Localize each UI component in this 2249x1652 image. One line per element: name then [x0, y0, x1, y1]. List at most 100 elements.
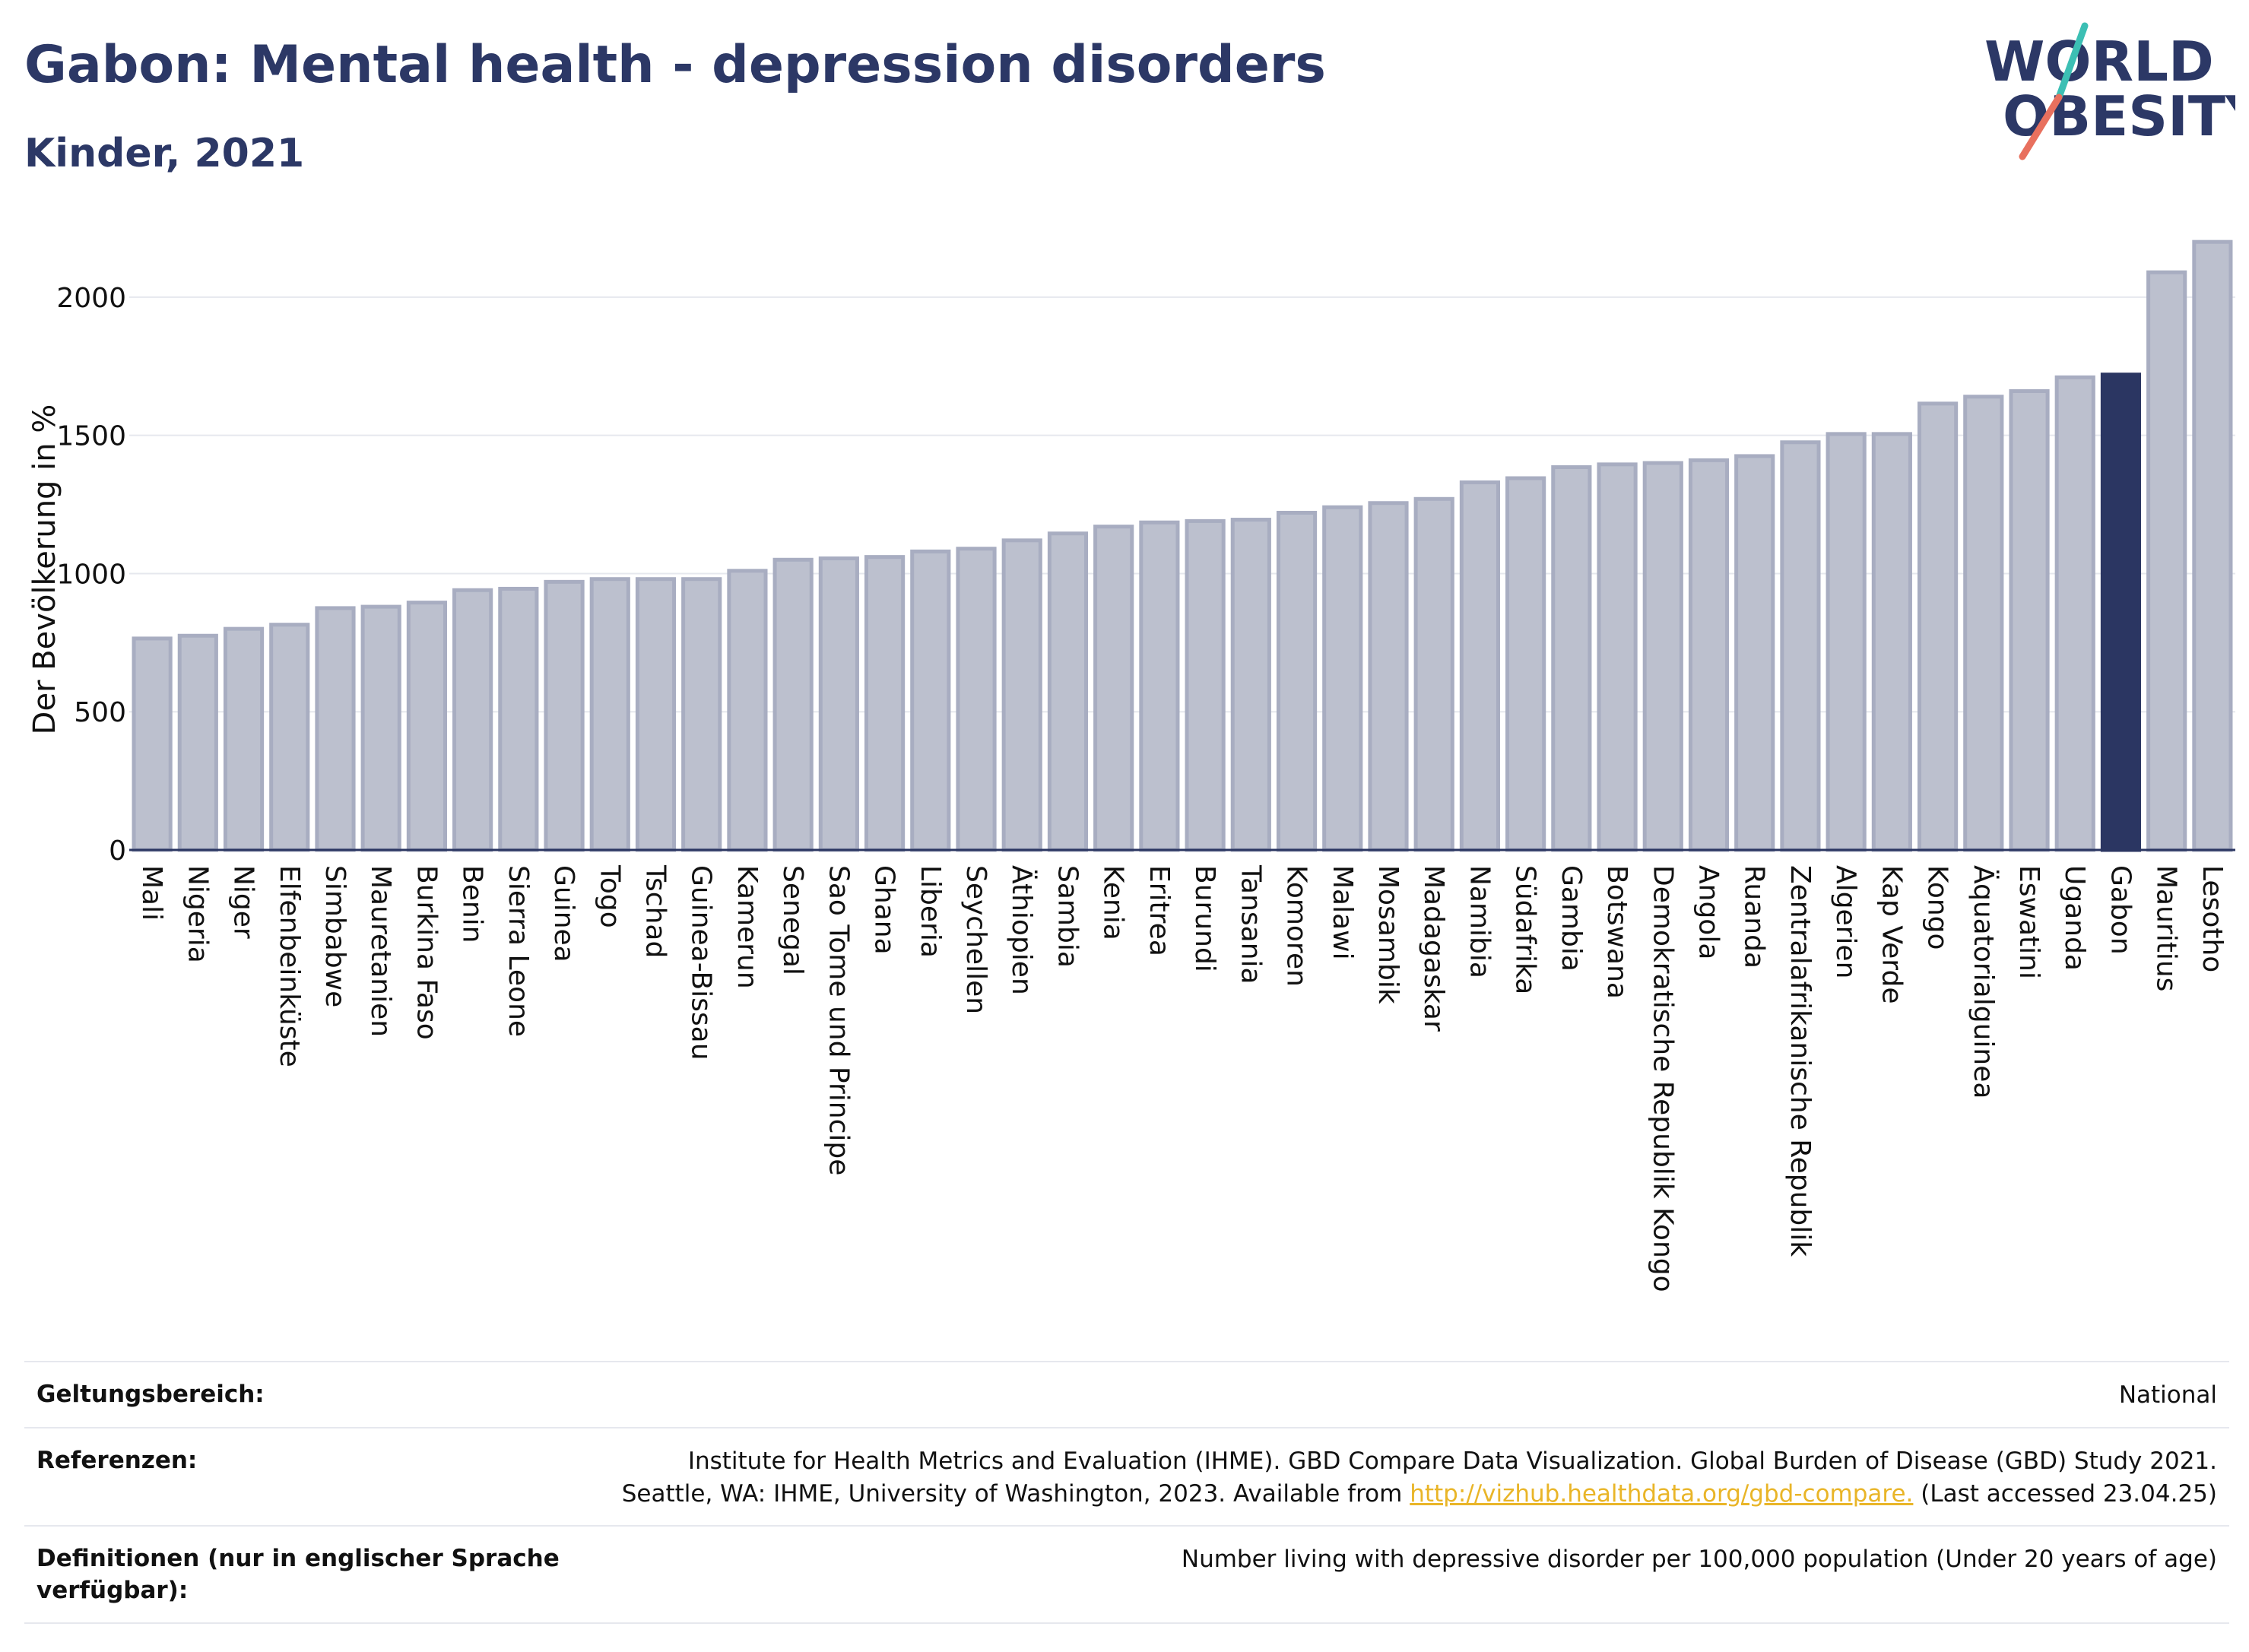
footer-row-scope: Geltungsbereich: National — [24, 1361, 2229, 1427]
bar-angola — [1688, 458, 1730, 852]
x-tick-label: Sierra Leone — [503, 865, 534, 1037]
bar-lesotho — [2192, 239, 2233, 852]
x-tick-label: Nigeria — [182, 865, 213, 963]
bar-ruanda — [1734, 454, 1775, 852]
bar-chart: 0 500 1000 1500 2000 Mali Nigeria Niger Elfenbe… — [27, 239, 2235, 1292]
bar-sambia — [1047, 531, 1089, 852]
bar-simbabwe — [315, 606, 356, 852]
x-tick-label: Äquatorialguinea — [1968, 865, 2000, 1099]
bar-kongo — [1918, 401, 1959, 852]
references-value: Institute for Health Metrics and Evaluat… — [622, 1445, 2217, 1511]
bar-mauretanien — [360, 604, 401, 852]
x-tick-label: Guinea-Bissau — [686, 865, 717, 1061]
x-tick-label: Liberia — [915, 865, 946, 958]
x-tick-label: Mauretanien — [365, 865, 396, 1037]
y-axis-label: Der Bevölkerung in % — [27, 404, 62, 735]
x-tick-label: Guinea — [548, 865, 579, 962]
x-tick-label: Togo — [594, 864, 625, 928]
bar-mauritius — [2146, 270, 2187, 852]
bar-südafrika — [1505, 476, 1546, 852]
bar-äquatorialguinea — [1963, 395, 2004, 852]
y-tick-label: 1000 — [56, 559, 126, 590]
chart-title: Gabon: Mental health - depression disord… — [24, 35, 1326, 95]
bar-burundi — [1185, 518, 1226, 852]
bar-seychellen — [956, 547, 997, 852]
x-tick-label: Tschad — [640, 864, 671, 958]
bar-nigeria — [177, 633, 218, 852]
x-tick-label: Lesotho — [2197, 865, 2228, 972]
logo-slash-teal — [2055, 22, 2089, 101]
definitions-label: Definitionen (nur in englischer Sprache … — [36, 1545, 560, 1605]
bar-guinea-bissau — [681, 577, 722, 852]
bar-elfenbeinküste — [269, 623, 310, 852]
y-tick-label: 0 — [109, 836, 126, 867]
chart-subtitle: Kinder, 2021 — [24, 131, 305, 176]
bar-niger — [223, 626, 265, 852]
x-tick-label: Gambia — [1556, 865, 1587, 972]
bar-burkina-faso — [406, 601, 448, 852]
x-tick-label: Mosambik — [1372, 865, 1404, 1004]
x-tick-label: Ruanda — [1739, 865, 1770, 969]
bar-botswana — [1597, 462, 1638, 852]
bar-mosambik — [1368, 501, 1409, 852]
bar-gambia — [1551, 465, 1592, 852]
x-tick-label: Namibia — [1464, 865, 1495, 978]
bar-mali — [132, 636, 173, 852]
footer-row-references: Referenzen: Institute for Health Metrics… — [24, 1426, 2229, 1526]
x-tick-label: Madagaskar — [1418, 865, 1449, 1032]
logo-word-world: WORLD — [1984, 30, 2214, 94]
bar-sierra-leone — [498, 586, 539, 852]
bar-kap-verde — [1871, 432, 1912, 852]
x-tick-label: Uganda — [2059, 865, 2090, 971]
bar-zentralafrikanische-republik — [1780, 440, 1821, 852]
scope-label: Geltungsbereich: — [36, 1381, 265, 1408]
x-tick-label: Mauritius — [2151, 865, 2182, 991]
bar-ghana — [864, 555, 906, 852]
x-tick-label: Mali — [136, 865, 167, 921]
bar-eritrea — [1139, 520, 1180, 852]
x-tick-label: Botswana — [1601, 865, 1632, 999]
x-tick-label: Kamerun — [731, 865, 763, 989]
x-tick-label: Seychellen — [960, 865, 991, 1014]
world-obesity-logo: WORLD OBESITY — [1984, 22, 2235, 160]
x-tick-label: Kongo — [1922, 865, 1953, 950]
x-tick-label: Äthiopien — [1006, 865, 1038, 995]
references-line2-pre: Seattle, WA: IHME, University of Washing… — [621, 1479, 1410, 1508]
x-tick-label: Burundi — [1189, 865, 1220, 972]
bar-benin — [452, 588, 493, 852]
x-tick-label: Elfenbeinküste — [274, 865, 305, 1067]
bar-uganda — [2054, 375, 2095, 852]
x-tick-label: Tansania — [1235, 864, 1266, 985]
definitions-value: Number living with depressive disorder p… — [1181, 1546, 2217, 1574]
scope-value: National — [2118, 1381, 2217, 1409]
bar-demokratische-republik-kongo — [1642, 461, 1683, 852]
x-tick-label: Gabon — [2105, 865, 2136, 955]
bar-tansania — [1230, 518, 1271, 852]
references-line2-post: (Last accessed 23.04.25) — [1913, 1479, 2217, 1508]
x-tick-label: Zentralafrikanische Republik — [1784, 865, 1816, 1257]
bar-senegal — [772, 557, 814, 852]
references-link[interactable]: http://vizhub.healthdata.org/gbd-compare… — [1410, 1479, 1914, 1508]
x-tick-label: Südafrika — [1510, 865, 1541, 994]
x-tick-label: Eswatini — [2013, 865, 2044, 979]
bar-kamerun — [727, 569, 768, 852]
x-tick-label: Komoren — [1281, 865, 1312, 987]
y-tick-label: 500 — [74, 697, 126, 728]
x-tick-label: Eritrea — [1144, 865, 1175, 956]
x-tick-label: Malawi — [1327, 865, 1358, 960]
x-tick-label: Niger — [228, 865, 259, 939]
bar-algerien — [1826, 432, 1867, 852]
footer-table: Geltungsbereich: National Referenzen: In… — [24, 1361, 2229, 1624]
bar-kenia — [1093, 525, 1134, 852]
logo-slash-coral — [2019, 94, 2063, 160]
bar-guinea — [544, 579, 585, 852]
bar-eswatini — [2009, 388, 2050, 852]
x-tick-label: Ghana — [869, 865, 900, 955]
references-line1: Institute for Health Metrics and Evaluat… — [687, 1447, 2217, 1475]
x-tick-label: Kenia — [1098, 865, 1129, 940]
bar-malawi — [1322, 505, 1363, 852]
bar-togo — [589, 577, 630, 852]
y-tick-label: 2000 — [56, 283, 126, 314]
bars — [132, 239, 2233, 852]
x-tick-label: Angola — [1693, 865, 1724, 959]
